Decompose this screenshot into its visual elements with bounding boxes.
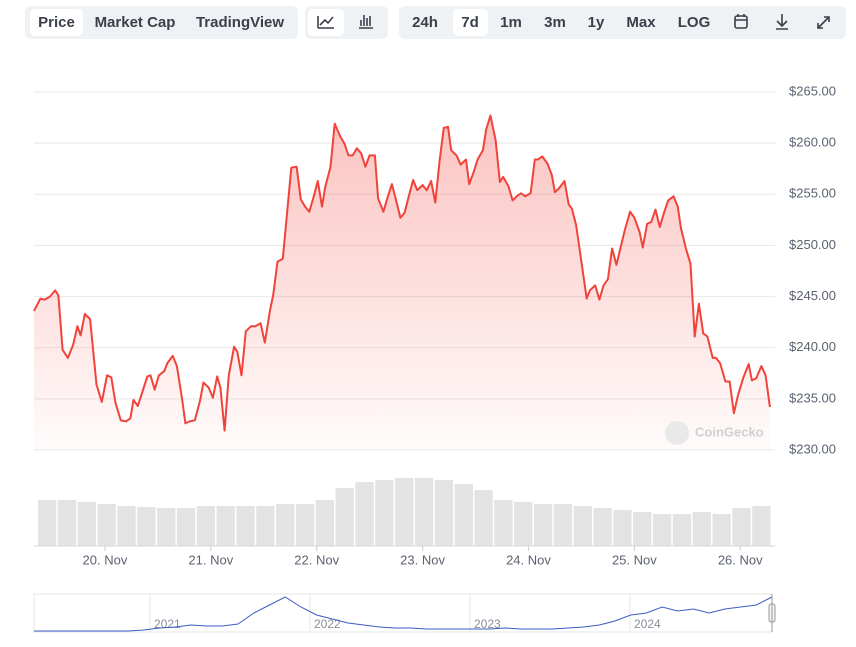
volume-bar — [256, 506, 275, 546]
calendar-icon[interactable] — [734, 14, 748, 29]
x-tick-label: 26. Nov — [718, 552, 763, 567]
x-tick-label: 23. Nov — [400, 552, 445, 567]
x-tick-label: 20. Nov — [83, 552, 128, 567]
y-tick-label: $230.00 — [789, 441, 836, 456]
volume-bar — [315, 500, 335, 546]
volume-bar — [434, 480, 454, 546]
volume-bar — [137, 507, 156, 546]
volume-bar — [196, 506, 216, 546]
volume-bar — [732, 508, 751, 546]
volume-bar — [395, 478, 414, 546]
active-view — [30, 9, 83, 36]
volume-bar — [573, 506, 592, 546]
watermark-text: CoinGecko — [695, 424, 764, 439]
volume-bar — [276, 504, 295, 546]
volume-bar — [652, 514, 672, 546]
range-group — [399, 6, 846, 39]
navigator-line — [34, 596, 773, 632]
line-chart-icon — [317, 16, 334, 29]
navigator-frame — [33, 593, 773, 633]
y-tick-label: $240.00 — [789, 339, 836, 354]
range-button[interactable]: 24h — [412, 14, 438, 31]
y-tick-label: $245.00 — [789, 288, 836, 303]
volume-bar — [57, 500, 77, 546]
range-button[interactable]: 1y — [588, 14, 605, 31]
navigator-year: 2024 — [634, 617, 661, 631]
volume-bar — [38, 500, 57, 546]
range-button[interactable]: 7d — [461, 14, 479, 31]
x-tick-label: 24. Nov — [506, 552, 551, 567]
range-button[interactable]: 1m — [500, 14, 522, 31]
navigator-year: 2023 — [474, 617, 501, 631]
y-tick-label: $255.00 — [789, 186, 836, 201]
navigator-year: 2022 — [314, 617, 341, 631]
y-tick-label: $235.00 — [789, 390, 836, 405]
volume-bar — [176, 508, 196, 546]
x-tick-label: 22. Nov — [294, 552, 339, 567]
volume-bar — [474, 490, 493, 546]
volume-bar — [672, 514, 692, 546]
watermark: CoinGecko — [665, 421, 764, 445]
volume-bar — [335, 488, 354, 546]
y-tick-label: $250.00 — [789, 237, 836, 252]
range-button[interactable]: LOG — [678, 14, 711, 31]
volume-bar — [117, 506, 136, 546]
y-tick-label: $265.00 — [789, 83, 836, 98]
active-range — [453, 9, 488, 36]
view-button[interactable]: Market Cap — [95, 14, 176, 31]
download-icon[interactable] — [776, 14, 788, 30]
view-group — [25, 6, 298, 39]
navigator-year: 2021 — [154, 617, 181, 631]
volume-bar — [236, 506, 255, 546]
volume-bar — [613, 510, 632, 546]
volume-bar — [77, 502, 97, 546]
volume-bar — [533, 504, 553, 546]
view-button[interactable]: Price — [38, 14, 75, 31]
volume-bar — [216, 506, 235, 546]
volume-bar — [295, 504, 315, 546]
line-chart-button[interactable] — [308, 9, 344, 36]
volume-bar — [752, 506, 771, 546]
volume-bar — [157, 508, 176, 546]
volume-bar — [633, 512, 652, 546]
volume-bar — [375, 480, 394, 546]
x-tick-label: 21. Nov — [188, 552, 233, 567]
candle-chart-icon[interactable] — [359, 15, 373, 29]
range-button[interactable]: Max — [626, 14, 656, 31]
volume-bar — [454, 484, 473, 546]
range-button[interactable]: 3m — [544, 14, 566, 31]
volume-bar — [494, 500, 513, 546]
fullscreen-icon[interactable] — [817, 16, 830, 29]
view-button[interactable]: TradingView — [196, 14, 284, 31]
volume-bar — [514, 502, 533, 546]
volume-bar — [414, 478, 434, 546]
price-area — [34, 115, 770, 450]
price-line — [33, 114, 771, 432]
x-tick-label: 25. Nov — [612, 552, 657, 567]
y-tick-label: $260.00 — [789, 135, 836, 150]
volume-bar — [97, 504, 116, 546]
volume-bar — [692, 512, 711, 546]
volume-bar — [712, 514, 731, 546]
volume-bar — [553, 504, 573, 546]
volume-bar — [593, 508, 612, 546]
volume-bar — [355, 482, 374, 546]
